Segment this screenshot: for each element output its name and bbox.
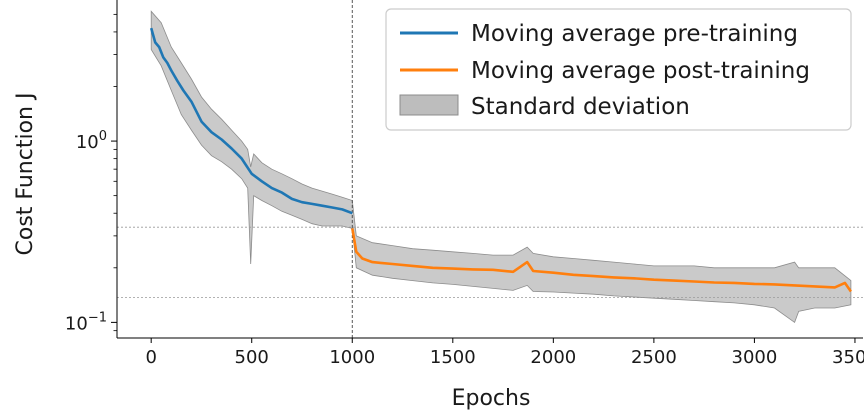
legend-swatch-std: [399, 94, 459, 116]
x-tick-label: 3500: [832, 347, 864, 368]
legend-frame: [385, 8, 852, 131]
x-axis-label: Epochs: [452, 386, 531, 411]
x-tick-label: 0: [145, 347, 156, 368]
ticks-layer: 0 500 1000 1500 2000 2500 3000 3500 100 10−1: [65, 13, 864, 368]
x-tick-label: 2000: [530, 347, 576, 368]
pre-training-line: [149, 27, 353, 215]
x-tick-label: 2500: [631, 347, 677, 368]
legend-label-post: Moving average post-training: [471, 58, 810, 84]
x-tick-label: 3000: [732, 347, 778, 368]
moving-average-lines-layer: [149, 27, 852, 293]
x-tick-label: 500: [235, 347, 269, 368]
reference-lines-layer: [117, 0, 863, 338]
legend: Moving average pre-training Moving avera…: [385, 8, 852, 131]
legend-label-pre: Moving average pre-training: [471, 21, 798, 47]
std-band-layer: [150, 10, 852, 324]
y-axis-label: Cost Function J: [13, 93, 38, 256]
legend-label-std: Standard deviation: [471, 94, 690, 120]
x-tick-label: 1500: [430, 347, 476, 368]
post-training-line: [351, 228, 852, 293]
x-tick-label: 1000: [329, 347, 375, 368]
y-tick-label: 100: [76, 129, 107, 153]
y-tick-label: 10−1: [65, 310, 107, 334]
std-band: [150, 10, 852, 324]
